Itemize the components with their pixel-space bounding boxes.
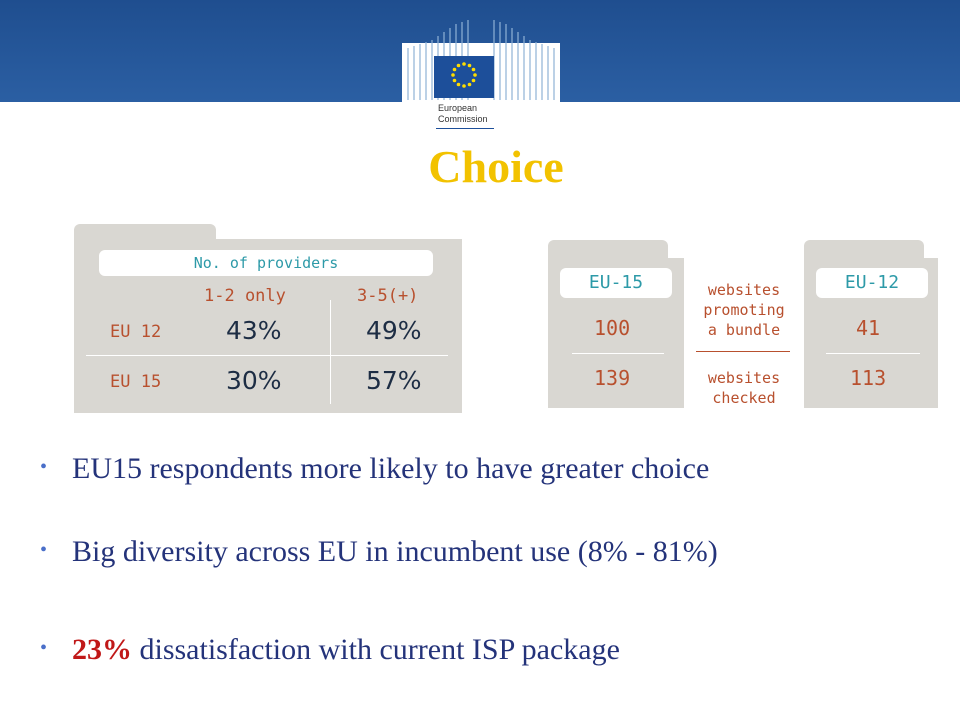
bundle-middle-bottom: websites checked [692,368,796,408]
bullet-item-1: • EU15 respondents more likely to have gr… [40,452,709,486]
bullet-highlight: 23% [72,633,132,666]
row-label-eu15: EU 15 [110,372,162,392]
cell-eu12-col1: 43% [226,316,282,345]
bullet-item-3: • 23% dissatisfaction with current ISP pa… [40,633,620,667]
providers-table-tab [74,224,216,244]
bundle-middle-bottom-line-1: websites [707,369,781,387]
bundle-middle-top: websites promoting a bundle [692,280,796,340]
eu-commission-logo: European Commission [398,18,564,138]
bullet-icon: • [40,456,48,478]
bundle-eu15-bottom: 139 [594,366,631,390]
bullet-text-1: EU15 respondents more likely to have gre… [72,452,710,485]
bullet-text-3: dissatisfaction with current ISP package [132,633,620,666]
bundle-eu12-divider [826,353,920,354]
providers-col2-header: 3-5(+) [357,286,419,306]
bullet-icon: • [40,539,48,561]
logo-text: European Commission [438,103,488,125]
cell-eu15-col1: 30% [226,366,282,395]
bundle-middle-top-line-2: promoting [703,301,785,319]
cell-eu12-col2: 49% [366,316,422,345]
bundle-card-eu15-tab [548,240,668,262]
row-label-eu12: EU 12 [110,322,162,342]
logo-line-2: Commission [438,114,488,124]
providers-vertical-divider [330,300,331,404]
bundle-eu15-top: 100 [594,316,631,340]
bundle-middle-top-line-1: websites [707,281,781,299]
eu-stars-icon [451,62,477,88]
providers-col1-header: 1-2 only [204,286,286,306]
cell-eu15-col2: 57% [366,366,422,395]
bullet-icon: • [40,637,48,659]
providers-horizontal-divider [86,355,448,356]
bundle-card-eu12-tab [804,240,924,262]
providers-caption: No. of providers [99,250,433,276]
bundle-middle-top-line-3: a bundle [707,321,781,339]
bundle-eu12-top: 41 [856,316,881,340]
bundle-eu15-divider [572,353,664,354]
bundle-eu15-label: EU-15 [560,268,672,298]
logo-line-1: European [438,103,478,113]
commission-building-icon [402,20,560,138]
slide-title: Choice [428,141,564,192]
bullet-text-2: Big diversity across EU in incumbent use… [72,535,718,568]
bundle-middle-divider [696,351,790,352]
logo-underline [436,128,494,129]
bundle-eu12-label: EU-12 [816,268,928,298]
bundle-eu12-bottom: 113 [850,366,887,390]
bullet-item-2: • Big diversity across EU in incumbent us… [40,535,718,569]
bundle-middle-bottom-line-2: checked [712,389,776,407]
